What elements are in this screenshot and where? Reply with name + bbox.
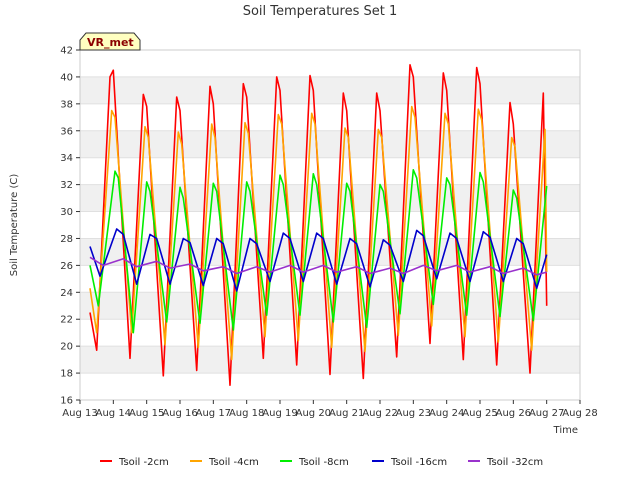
- y-tick-label: 34: [60, 153, 73, 164]
- y-tick-label: 38: [60, 99, 73, 110]
- y-tick-label: 40: [60, 72, 73, 83]
- series-lines: [89, 64, 548, 387]
- y-tick-label: 24: [60, 288, 73, 299]
- y-tick-label: 32: [60, 180, 73, 191]
- chart-title: Soil Temperatures Set 1: [243, 4, 398, 19]
- y-ticks: 16 18 20 22 24 26 28 30 32 34 36 38 40 42: [60, 46, 80, 407]
- y-tick-label: 16: [60, 396, 73, 407]
- x-tick-label: Aug 15: [129, 408, 164, 419]
- x-tick-label: Aug 27: [529, 408, 564, 419]
- x-tick-label: Aug 22: [362, 408, 397, 419]
- y-axis-label: Soil Temperature (C): [9, 174, 20, 277]
- plot-background: [80, 50, 580, 400]
- legend-label-1: Tsoil -2cm: [118, 457, 169, 468]
- axes: [79, 49, 581, 401]
- y-tick-label: 18: [60, 369, 73, 380]
- x-tick-label: Aug 18: [229, 408, 264, 419]
- x-tick-label: Aug 25: [462, 408, 497, 419]
- x-tick-label: Aug 28: [562, 408, 597, 419]
- legend-label-2: Tsoil -4cm: [208, 457, 259, 468]
- x-axis-label: Time: [553, 425, 578, 436]
- y-tick-label: 42: [60, 46, 73, 57]
- legend: Tsoil -2cm Tsoil -4cm Tsoil -8cm Tsoil -16c…: [100, 457, 543, 468]
- x-tick-label: Aug 23: [396, 408, 431, 419]
- plot-border: [79, 49, 581, 401]
- y-tick-label: 36: [60, 126, 73, 137]
- series-line-4: [89, 228, 548, 292]
- x-tick-label: Aug 17: [196, 408, 231, 419]
- grid-band: [80, 184, 580, 212]
- series-line-3: [89, 169, 548, 334]
- station-badge-label: VR_met: [87, 36, 134, 49]
- y-tick-label: 26: [60, 261, 73, 272]
- legend-label-3: Tsoil -8cm: [298, 457, 349, 468]
- series-line-2: [89, 105, 548, 361]
- x-tick-label: Aug 20: [296, 408, 331, 419]
- x-tick-label: Aug 24: [429, 408, 464, 419]
- x-tick-label: Aug 21: [329, 408, 364, 419]
- series-line-1: [89, 64, 548, 387]
- x-tick-label: Aug 19: [262, 408, 297, 419]
- x-tick-label: Aug 13: [62, 408, 97, 419]
- x-tick-label: Aug 26: [496, 408, 531, 419]
- series-line-5: [89, 256, 547, 276]
- legend-label-4: Tsoil -16cm: [390, 457, 447, 468]
- y-tick-label: 22: [60, 315, 73, 326]
- legend-label-5: Tsoil -32cm: [486, 457, 543, 468]
- x-tick-label: Aug 16: [162, 408, 197, 419]
- station-badge: VR_met: [79, 32, 141, 51]
- grid-band: [80, 130, 580, 158]
- y-tick-label: 30: [60, 207, 73, 218]
- y-tick-label: 28: [60, 234, 73, 245]
- plot-area: [80, 50, 580, 400]
- x-tick-label: Aug 14: [96, 408, 131, 419]
- grid-band: [80, 76, 580, 104]
- y-tick-label: 20: [60, 342, 73, 353]
